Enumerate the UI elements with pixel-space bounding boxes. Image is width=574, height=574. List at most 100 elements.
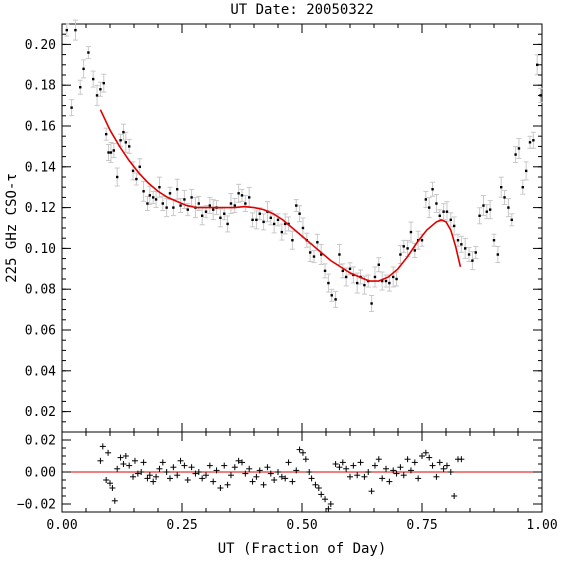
data-point xyxy=(442,210,445,213)
main-axis-ticks: 0.02 0.04 0.06 0.08 0.10 0.12 0.14 0.16 0.18 0.20 xyxy=(25,23,543,433)
residual-point xyxy=(242,470,249,477)
data-point xyxy=(74,28,77,32)
data-point xyxy=(471,259,474,262)
y-axis-title: 225 GHz CSO-τ xyxy=(4,173,20,283)
residual-point xyxy=(368,488,375,495)
residual-point xyxy=(167,475,173,482)
data-point xyxy=(154,198,158,201)
residual-point xyxy=(429,462,436,469)
residual-point xyxy=(239,459,245,466)
data-point xyxy=(478,214,481,217)
residual-point xyxy=(426,454,433,461)
data-point xyxy=(395,277,398,281)
data-point xyxy=(500,186,503,189)
data-point xyxy=(92,77,95,81)
data-point xyxy=(413,249,416,252)
residual-point xyxy=(393,470,400,477)
residual-point xyxy=(386,478,393,485)
data-point xyxy=(363,283,366,287)
residual-point xyxy=(105,449,112,456)
residual-point xyxy=(404,456,411,463)
data-point xyxy=(521,186,524,189)
residual-point xyxy=(447,469,454,475)
data-point xyxy=(435,202,438,205)
data-point xyxy=(248,196,251,199)
y-tick-label: 0.02 xyxy=(25,405,56,420)
data-point xyxy=(295,204,298,207)
data-point xyxy=(452,224,456,228)
data-point xyxy=(112,149,116,152)
residual-point xyxy=(375,456,382,463)
residual-point xyxy=(217,485,224,491)
residual-point xyxy=(322,496,329,503)
data-point xyxy=(507,206,510,209)
residual-point xyxy=(267,470,274,477)
data-point xyxy=(474,251,477,254)
data-point xyxy=(341,269,344,273)
residual-point xyxy=(120,461,127,467)
residual-points xyxy=(97,443,465,512)
data-point xyxy=(402,245,405,248)
data-point xyxy=(161,202,164,205)
residual-point xyxy=(275,469,281,475)
data-point xyxy=(135,177,138,181)
data-point xyxy=(536,63,539,66)
data-point xyxy=(291,239,294,242)
data-point xyxy=(409,230,413,234)
residual-point xyxy=(379,475,386,482)
residual-point xyxy=(107,480,113,487)
data-point xyxy=(70,106,73,109)
data-point xyxy=(370,302,373,305)
data-point xyxy=(424,198,428,201)
residual-point xyxy=(411,459,418,466)
data-point xyxy=(316,241,319,244)
data-point xyxy=(223,212,226,215)
residual-point xyxy=(260,481,267,488)
data-point xyxy=(107,151,110,154)
data-point xyxy=(514,153,517,156)
residual-point xyxy=(146,472,153,479)
data-point xyxy=(208,204,212,207)
residual-point xyxy=(383,465,389,472)
data-point xyxy=(460,243,463,246)
y-tick-label: 0.16 xyxy=(25,120,56,135)
data-point xyxy=(237,192,240,195)
residual-point xyxy=(153,473,160,480)
data-point xyxy=(445,210,449,213)
residual-point xyxy=(210,478,217,485)
data-point xyxy=(496,253,500,256)
data-point xyxy=(262,220,265,224)
data-point xyxy=(272,222,276,226)
data-point xyxy=(226,222,229,226)
residual-point xyxy=(224,481,231,488)
residual-point xyxy=(302,456,309,463)
data-point xyxy=(179,204,182,207)
residual-point xyxy=(97,457,104,464)
residual-point xyxy=(206,462,213,469)
residual-point xyxy=(199,475,206,482)
y-tick-label: 0.12 xyxy=(25,201,56,216)
data-point xyxy=(102,81,105,85)
residual-point xyxy=(315,485,322,491)
data-point xyxy=(284,222,287,226)
residual-point xyxy=(285,459,292,466)
data-point xyxy=(485,210,488,213)
data-point xyxy=(406,247,409,250)
residual-point xyxy=(181,462,188,469)
residual-axis-ticks: −0.02 0.00 0.02 0.00 0.25 0.50 0.75 1.00 xyxy=(17,431,558,533)
data-point xyxy=(212,208,215,211)
data-point xyxy=(95,94,99,97)
data-point xyxy=(269,216,272,219)
data-point xyxy=(488,208,492,211)
residual-point xyxy=(440,465,447,472)
data-point xyxy=(431,188,434,191)
residual-point xyxy=(188,464,195,471)
data-point xyxy=(517,147,521,150)
residual-point xyxy=(103,477,110,483)
data-point xyxy=(464,247,467,250)
data-point xyxy=(165,206,168,209)
data-point xyxy=(146,202,149,205)
residual-point xyxy=(271,477,278,483)
y-tick-label: 0.08 xyxy=(25,283,56,298)
